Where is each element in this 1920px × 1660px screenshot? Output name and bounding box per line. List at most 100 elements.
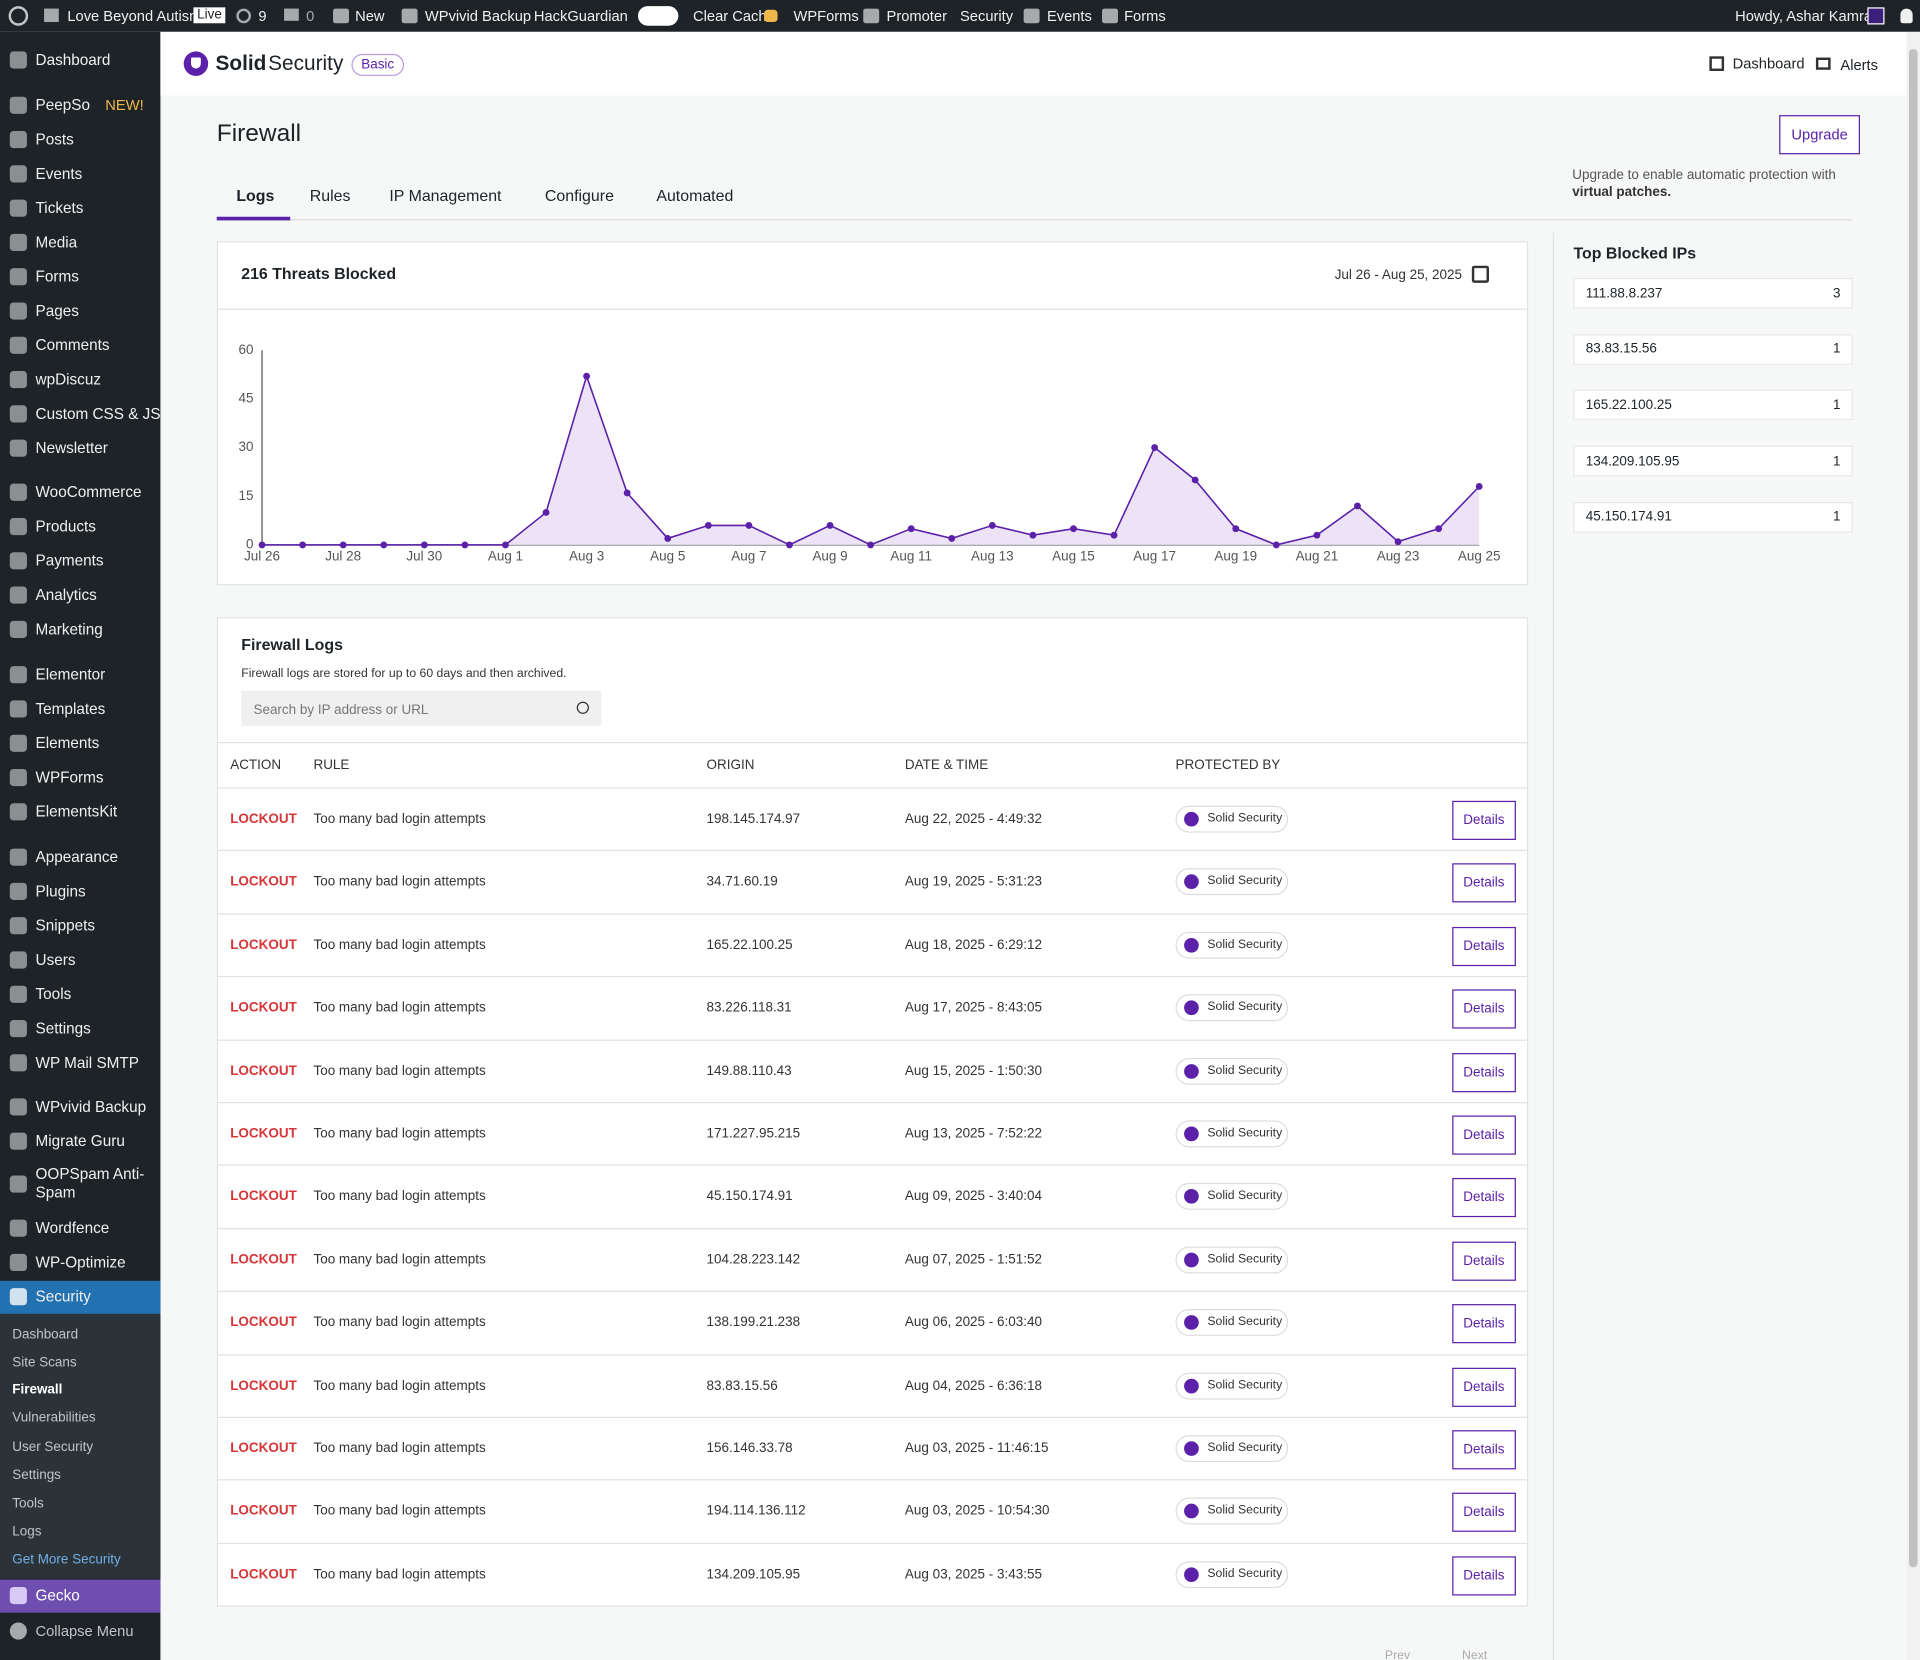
cell: LOCKOUT	[230, 1189, 297, 1205]
menu-item[interactable]: WPForms	[35, 768, 104, 787]
alerts-icon	[1815, 57, 1831, 70]
point	[745, 522, 753, 529]
menu-item[interactable]: Comments	[35, 336, 110, 354]
pagination-prev[interactable]: Prev	[1384, 1649, 1411, 1660]
menu-item[interactable]: Elementor	[35, 666, 106, 684]
details-button[interactable]: Details	[1452, 1241, 1516, 1281]
header-dashboard[interactable]: Dashboard	[1732, 55, 1805, 73]
menu-item[interactable]: Dashboard	[35, 51, 111, 69]
menu-item[interactable]: Media	[35, 233, 78, 252]
menu-item[interactable]: Elements	[35, 734, 100, 752]
menu-icon	[9, 302, 27, 320]
details-button[interactable]: Details	[1452, 1115, 1516, 1155]
point	[664, 534, 672, 542]
admin-bar-item[interactable]: Events	[1046, 7, 1092, 25]
cell: 104.28.223.142	[706, 1252, 801, 1268]
comments-count[interactable]: 0	[306, 7, 315, 25]
menu-item[interactable]: Security	[35, 1288, 91, 1306]
menu-item[interactable]: Tickets	[35, 199, 84, 217]
tab[interactable]: Automated	[656, 186, 734, 205]
admin-bar-item[interactable]: WPvivid Backup	[424, 7, 532, 25]
details-button[interactable]: Details	[1452, 1052, 1516, 1092]
submenu-item[interactable]: Vulnerabilities	[12, 1410, 96, 1426]
menu-item[interactable]: Users	[35, 951, 76, 969]
menu-item[interactable]: OOPSpam Anti-Spam	[35, 1165, 145, 1202]
admin-bar-item[interactable]: Forms	[1124, 7, 1166, 25]
upgrade-button[interactable]: Upgrade	[1779, 115, 1861, 155]
updates-count[interactable]: 9	[258, 7, 267, 25]
menu-item[interactable]: Products	[35, 517, 96, 536]
details-button[interactable]: Details	[1452, 1493, 1516, 1533]
pagination-next[interactable]: Next	[1462, 1649, 1488, 1660]
submenu-item[interactable]: Site Scans	[12, 1355, 77, 1371]
tab[interactable]: Logs	[236, 186, 275, 205]
admin-bar-item[interactable]: Clear Cache	[693, 7, 775, 25]
menu-item[interactable]: Newsletter	[35, 439, 108, 457]
site-name[interactable]: Love Beyond Autism	[67, 7, 202, 25]
submenu-item[interactable]: Logs	[12, 1524, 42, 1540]
submenu-item[interactable]: Dashboard	[12, 1327, 79, 1343]
admin-bar-item[interactable]: Security	[960, 7, 1014, 25]
admin-bar-item[interactable]: Promoter	[886, 7, 947, 25]
menu-item[interactable]: Wordfence	[35, 1219, 110, 1237]
details-button[interactable]: Details	[1452, 1304, 1516, 1344]
toggle[interactable]	[637, 6, 679, 26]
menu-item[interactable]: Events	[35, 165, 83, 183]
tab[interactable]: Configure	[544, 186, 614, 205]
menu-item[interactable]: ElementsKit	[35, 803, 118, 821]
submenu-item[interactable]: Tools	[12, 1496, 44, 1512]
details-button[interactable]: Details	[1452, 1430, 1516, 1470]
details-button[interactable]: Details	[1452, 1556, 1516, 1596]
menu-icon	[9, 951, 27, 969]
tab[interactable]: Rules	[309, 186, 351, 205]
details-button[interactable]: Details	[1452, 989, 1516, 1029]
details-button[interactable]: Details	[1452, 1367, 1516, 1407]
details-button[interactable]: Details	[1452, 926, 1516, 966]
search-box[interactable]	[241, 690, 602, 727]
menu-item[interactable]: WPvivid Backup	[35, 1098, 147, 1116]
menu-item[interactable]: Marketing	[35, 620, 103, 638]
submenu-item[interactable]: Get More Security	[12, 1552, 121, 1568]
menu-item[interactable]: Payments	[35, 552, 104, 570]
header-alerts[interactable]: Alerts	[1840, 56, 1878, 74]
cell: Aug 15, 2025 - 1:50:30	[904, 1063, 1042, 1079]
menu-item[interactable]: Settings	[35, 1020, 91, 1038]
menu-item[interactable]: WP Mail SMTP	[35, 1054, 139, 1072]
menu-item[interactable]: Appearance	[35, 848, 119, 866]
collapse-menu[interactable]: Collapse Menu	[35, 1622, 134, 1640]
submenu-item[interactable]: Firewall	[12, 1382, 63, 1398]
menu-item[interactable]: Pages	[35, 302, 79, 320]
top-ips-title: Top Blocked IPs	[1573, 243, 1697, 263]
calendar-icon[interactable]	[1471, 265, 1489, 283]
details-button[interactable]: Details	[1452, 863, 1516, 903]
cell: LOCKOUT	[230, 874, 297, 890]
menu-item[interactable]: Posts	[35, 131, 74, 149]
menu-item[interactable]: Forms	[35, 268, 79, 286]
admin-bar-item[interactable]: HackGuardian	[533, 7, 628, 25]
tab[interactable]: IP Management	[389, 186, 502, 205]
admin-bar-item[interactable]: WPForms	[793, 7, 859, 25]
howdy[interactable]: Howdy, Ashar Kamran	[1735, 7, 1881, 25]
menu-item[interactable]: Templates	[35, 700, 106, 718]
details-button[interactable]: Details	[1452, 800, 1516, 841]
menu-item[interactable]: Plugins	[35, 882, 86, 901]
menu-item[interactable]: PeepSo	[35, 96, 90, 114]
menu-item[interactable]: Gecko	[35, 1586, 80, 1605]
menu-item[interactable]: Migrate Guru	[35, 1132, 125, 1150]
details-button[interactable]: Details	[1452, 1178, 1516, 1218]
menu-item[interactable]: WP-Optimize	[35, 1253, 126, 1272]
menu-item[interactable]: Custom CSS & JS	[35, 405, 161, 423]
menu-item[interactable]: wpDiscuz	[35, 371, 102, 389]
top-ip-row	[1573, 501, 1853, 533]
menu-item[interactable]: WooCommerce	[35, 483, 142, 501]
submenu-item[interactable]: User Security	[12, 1440, 94, 1455]
menu-item[interactable]: Snippets	[35, 917, 96, 935]
menu-icon	[9, 848, 27, 866]
menu-item[interactable]: Analytics	[35, 586, 97, 604]
submenu-item[interactable]: Settings	[12, 1468, 61, 1483]
admin-bar-item[interactable]: New	[355, 7, 385, 25]
top-ip: 111.88.8.237	[1585, 285, 1663, 301]
menu-item[interactable]: Tools	[35, 985, 72, 1003]
cell: LOCKOUT	[230, 1504, 297, 1519]
